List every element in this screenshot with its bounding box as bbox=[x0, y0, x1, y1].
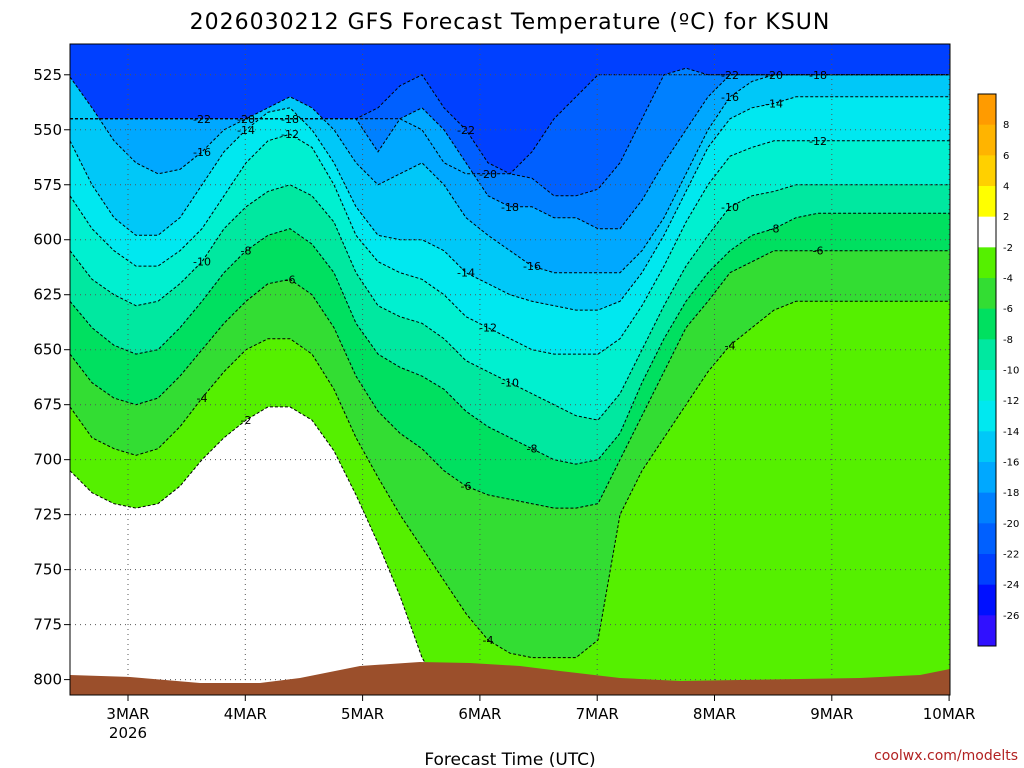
y-tick-label-775: 775 bbox=[33, 616, 62, 634]
x-axis-title: Forecast Time (UTC) bbox=[424, 750, 595, 768]
isotherm-label--14-2: -14 bbox=[765, 97, 783, 110]
colorbar-label-5: -4 bbox=[1003, 274, 1013, 285]
y-tick-label-525: 525 bbox=[33, 66, 62, 84]
x-tick-label-7: 10MAR bbox=[923, 705, 976, 723]
isotherm-label--18-2: -18 bbox=[809, 69, 827, 82]
y-tick-label-575: 575 bbox=[33, 176, 62, 194]
colorbar-swatch-13 bbox=[978, 492, 996, 524]
colorbar-label-14: -22 bbox=[1003, 550, 1019, 561]
y-tick-label-700: 700 bbox=[33, 451, 62, 469]
colorbar-label-9: -12 bbox=[1003, 396, 1019, 407]
isotherm-label--20-1: -20 bbox=[479, 168, 497, 181]
isotherm--6 bbox=[70, 250, 950, 509]
colorbar-swatch-1 bbox=[978, 124, 996, 156]
x-tick-label-2: 5MAR bbox=[341, 705, 384, 723]
isotherm-label--10-2: -10 bbox=[721, 201, 739, 214]
temp-band--2 bbox=[70, 406, 950, 695]
colorbar-label-4: -2 bbox=[1003, 243, 1013, 254]
y-tick-label-725: 725 bbox=[33, 506, 62, 524]
isotherm--4 bbox=[70, 300, 950, 659]
colorbar-swatch-7 bbox=[978, 308, 996, 340]
colorbar-label-16: -26 bbox=[1003, 611, 1019, 622]
colorbar-label-3: 2 bbox=[1003, 212, 1009, 223]
colorbar-swatch-15 bbox=[978, 554, 996, 586]
colorbar-swatch-2 bbox=[978, 155, 996, 187]
isotherm-label--6-0: -6 bbox=[285, 273, 296, 286]
isotherm-label--4-0: -4 bbox=[197, 392, 208, 405]
y-tick-label-625: 625 bbox=[33, 286, 62, 304]
x-tick-label-3: 6MAR bbox=[458, 705, 501, 723]
isotherm-label--16-0: -16 bbox=[193, 146, 211, 159]
y-tick-label-800: 800 bbox=[33, 671, 62, 689]
colorbar-label-0: 8 bbox=[1003, 120, 1009, 131]
colorbar-swatch-5 bbox=[978, 247, 996, 279]
colorbar-swatch-9 bbox=[978, 370, 996, 402]
isotherm-label--18-1: -18 bbox=[501, 201, 519, 214]
credit-text: coolwx.com/modelts bbox=[874, 748, 1018, 764]
isotherm--18 bbox=[70, 74, 950, 230]
y-tick-label-750: 750 bbox=[33, 561, 62, 579]
colorbar-label-10: -14 bbox=[1003, 427, 1019, 438]
isotherm--12 bbox=[70, 133, 950, 355]
colorbar-swatch-14 bbox=[978, 523, 996, 555]
colorbar-label-13: -20 bbox=[1003, 519, 1019, 530]
isotherm-label--20-2: -20 bbox=[765, 69, 783, 82]
x-tick-label-1: 4MAR bbox=[224, 705, 267, 723]
x-tick-label-6: 9MAR bbox=[810, 705, 853, 723]
isotherm-label--10-1: -10 bbox=[501, 377, 519, 390]
isotherm-label--12-1: -12 bbox=[479, 322, 497, 335]
isotherm-label--16-2: -16 bbox=[721, 91, 739, 104]
colorbar-swatch-10 bbox=[978, 400, 996, 432]
colorbar-label-8: -10 bbox=[1003, 366, 1019, 377]
isotherm-label--6-1: -6 bbox=[461, 480, 472, 493]
isotherm-label--2-0: -2 bbox=[241, 414, 252, 427]
isotherm-label--12-0: -12 bbox=[281, 128, 299, 141]
colorbar-swatch-11 bbox=[978, 431, 996, 463]
colorbar-label-7: -8 bbox=[1003, 335, 1013, 346]
isotherm-label--8-1: -8 bbox=[527, 443, 538, 456]
colorbar-swatch-12 bbox=[978, 462, 996, 494]
colorbar-frame bbox=[977, 93, 997, 647]
x-tick-label-0: 3MAR bbox=[106, 705, 149, 723]
isotherm-label--6-2: -6 bbox=[813, 245, 824, 258]
isotherm-label--12-2: -12 bbox=[809, 135, 827, 148]
isotherm--10 bbox=[70, 184, 950, 421]
x-axis-year-label: 2026 bbox=[109, 724, 147, 742]
isotherm-label--10-0: -10 bbox=[193, 256, 211, 269]
isotherm--16 bbox=[70, 74, 950, 274]
colorbar-swatch-0 bbox=[978, 94, 996, 126]
chart-title: 2026030212 GFS Forecast Temperature (ºC)… bbox=[190, 10, 831, 35]
isotherm-label--14-1: -14 bbox=[457, 267, 475, 280]
isotherm-label--4-2: -4 bbox=[725, 339, 736, 352]
colorbar-label-12: -18 bbox=[1003, 488, 1019, 499]
colorbar-label-15: -24 bbox=[1003, 580, 1019, 591]
colorbar-swatch-8 bbox=[978, 339, 996, 371]
y-tick-label-650: 650 bbox=[33, 341, 62, 359]
terrain-ground bbox=[70, 662, 950, 695]
colorbar-label-1: 6 bbox=[1003, 151, 1009, 162]
isotherm-label--4-1: -4 bbox=[483, 634, 494, 647]
colorbar-label-6: -6 bbox=[1003, 304, 1013, 315]
y-tick-label-550: 550 bbox=[33, 121, 62, 139]
isotherm-label--22-1: -22 bbox=[457, 124, 475, 137]
colorbar-swatch-16 bbox=[978, 584, 996, 616]
x-tick-label-5: 8MAR bbox=[693, 705, 736, 723]
plot-frame bbox=[69, 43, 951, 696]
isotherm-label--8-0: -8 bbox=[241, 245, 252, 258]
isotherm-label--8-2: -8 bbox=[769, 223, 780, 236]
colorbar-swatch-6 bbox=[978, 278, 996, 310]
isotherm-label--16-1: -16 bbox=[523, 260, 541, 273]
colorbar-swatch-4 bbox=[978, 216, 996, 248]
y-tick-label-675: 675 bbox=[33, 396, 62, 414]
colorbar-swatch-17 bbox=[978, 615, 996, 647]
isotherm-label--18-0: -18 bbox=[281, 113, 299, 126]
colorbar-label-2: 4 bbox=[1003, 182, 1009, 193]
y-tick-label-600: 600 bbox=[33, 231, 62, 249]
isotherm-label--14-0: -14 bbox=[237, 124, 255, 137]
colorbar-swatch-3 bbox=[978, 186, 996, 218]
x-tick-label-4: 7MAR bbox=[576, 705, 619, 723]
colorbar-label-11: -16 bbox=[1003, 458, 1019, 469]
